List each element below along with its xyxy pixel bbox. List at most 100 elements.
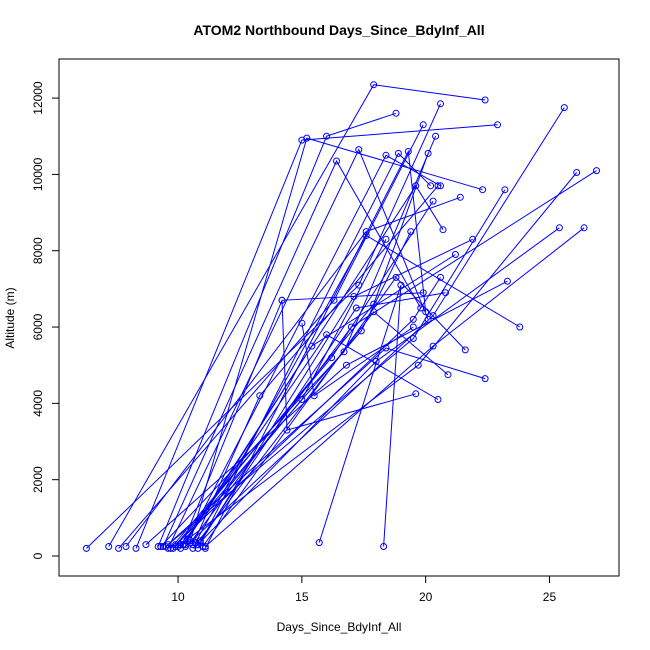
series-line (145, 280, 508, 545)
data-point (494, 121, 501, 129)
data-point (315, 539, 323, 547)
data-point (555, 224, 563, 232)
x-tick-label: 15 (295, 590, 309, 604)
data-point (370, 308, 378, 316)
series-line (118, 124, 424, 549)
data-point (593, 167, 600, 175)
series-line (204, 149, 427, 549)
data-point (157, 543, 165, 550)
data-point (308, 342, 316, 350)
data-point (186, 539, 194, 547)
data-point (201, 543, 209, 550)
data-point (560, 104, 568, 112)
data-point (429, 197, 437, 205)
series-line (202, 276, 466, 547)
series-line (199, 292, 446, 541)
data-point (352, 304, 360, 312)
data-point (412, 182, 420, 190)
series-line (175, 277, 441, 545)
data-point (461, 346, 469, 354)
data-point (442, 289, 449, 297)
data-point (580, 224, 588, 232)
y-tick-label: 12000 (31, 81, 45, 115)
series-line (197, 227, 560, 545)
data-point (362, 232, 370, 239)
series-line (185, 154, 441, 545)
data-point (451, 251, 459, 258)
data-point (409, 323, 417, 331)
data-point (323, 132, 331, 140)
x-tick-label: 25 (543, 590, 557, 604)
series-line (301, 323, 414, 397)
data-point (434, 396, 442, 403)
y-tick-label: 4000 (31, 390, 45, 417)
data-point (392, 109, 400, 117)
data-point (115, 544, 123, 552)
data-point (256, 392, 264, 400)
series-line (185, 107, 565, 547)
series-line (194, 234, 521, 543)
data-point (424, 149, 432, 157)
x-tick-label: 10 (171, 590, 185, 604)
data-point (189, 544, 197, 552)
data-point (397, 281, 405, 289)
series-line (204, 227, 585, 547)
data-point (573, 169, 581, 176)
series-line (177, 172, 578, 547)
data-point (342, 361, 350, 369)
series-line (187, 254, 456, 540)
series-line (125, 196, 461, 547)
series-line (108, 84, 486, 547)
data-point (142, 541, 150, 549)
series-line (167, 148, 429, 549)
data-point (432, 132, 440, 140)
series-line (182, 184, 444, 545)
series-line (180, 239, 387, 545)
data-point (278, 296, 286, 304)
x-axis-label: Days_Since_BdyInf_All (277, 620, 402, 634)
series-line (189, 170, 597, 543)
data-point (380, 543, 388, 550)
data-point (132, 544, 140, 552)
data-point (394, 149, 402, 157)
data-point (347, 323, 355, 331)
series-line (135, 124, 498, 549)
chart-title: ATOM2 Northbound Days_Since_BdyInf_All (193, 22, 484, 38)
data-point (355, 146, 363, 154)
series-line (160, 136, 437, 547)
data-point (414, 361, 422, 369)
data-point (382, 235, 390, 243)
x-tick-label: 20 (419, 590, 433, 604)
data-point (409, 335, 417, 342)
series-line (189, 137, 483, 541)
data-point (481, 96, 489, 104)
data-point (283, 426, 291, 434)
data-point (179, 541, 187, 549)
data-point (479, 186, 487, 194)
x-axis: 10 15 20 25 (171, 575, 557, 604)
data-point (481, 375, 489, 383)
series-line (281, 300, 416, 431)
data-point (456, 193, 464, 201)
data-point (298, 396, 306, 403)
data-point (370, 81, 378, 89)
y-axis: 0 2000 4000 6000 8000 10000 12000 (31, 81, 60, 559)
data-point (412, 390, 420, 398)
series-line (157, 112, 397, 547)
plot-frame (58, 58, 620, 577)
data-point (392, 273, 400, 281)
data-point (429, 342, 437, 350)
data-point (444, 371, 452, 379)
data-point (382, 151, 390, 159)
data-point (437, 100, 444, 108)
series-line (175, 231, 412, 547)
series-line (192, 311, 449, 549)
series-line (162, 159, 422, 547)
data-point (333, 157, 340, 165)
series-line (182, 334, 439, 545)
data-point (303, 134, 311, 142)
series-group (82, 81, 600, 552)
data-point (503, 277, 511, 285)
y-tick-label: 2000 (31, 466, 45, 493)
